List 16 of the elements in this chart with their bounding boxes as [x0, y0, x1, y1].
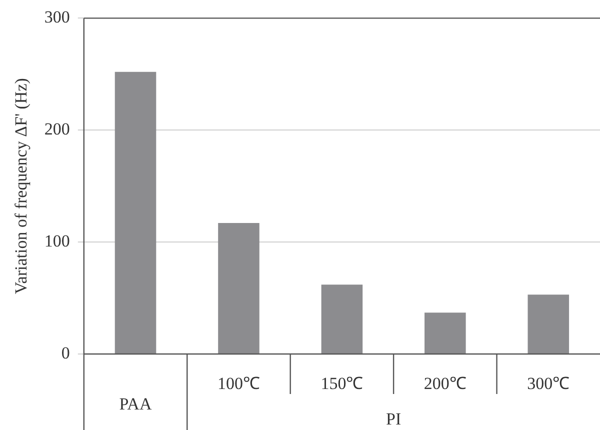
- y-tick-label: 100: [44, 232, 70, 251]
- x-tick-label: 150℃: [320, 374, 364, 394]
- bar: [114, 72, 156, 354]
- bar: [528, 294, 570, 354]
- y-tick-label: 0: [61, 343, 70, 362]
- x-tick-label: 100℃: [217, 374, 260, 394]
- bar: [321, 284, 363, 354]
- bar: [218, 223, 260, 354]
- x-tick-label: 300℃: [527, 374, 570, 394]
- bar: [424, 312, 466, 354]
- y-axis-title: Variation of frequency ΔF' (Hz): [12, 78, 31, 294]
- x-tick-label: PAA: [119, 394, 152, 414]
- x-tick-label: 200℃: [424, 374, 466, 394]
- y-tick-label: 300: [44, 8, 70, 27]
- y-tick-label: 200: [44, 120, 70, 139]
- text: PI: [386, 409, 402, 428]
